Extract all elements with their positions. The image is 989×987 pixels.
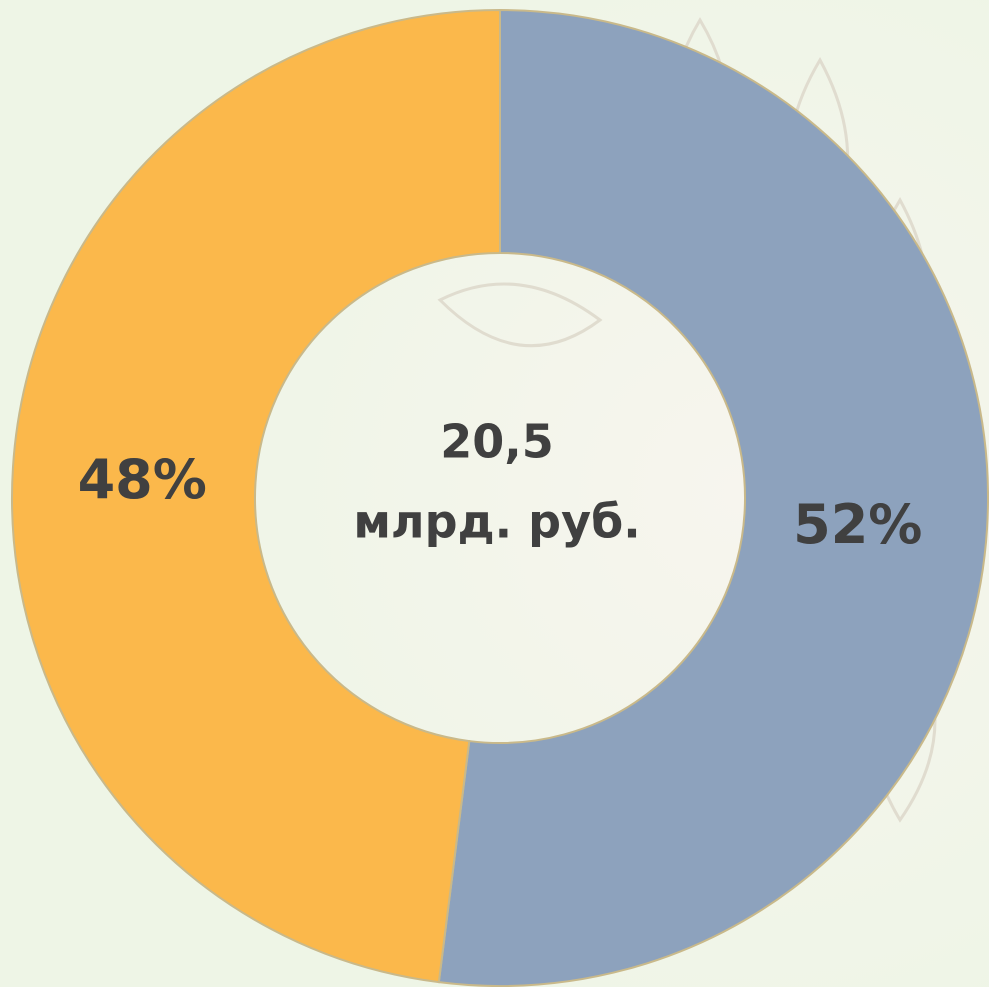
center-value: 20,5 <box>440 415 554 469</box>
data-label: 48% <box>78 448 207 511</box>
page: 20,5 млрд. руб. 52%48% (() => { const da… <box>0 0 989 987</box>
center-unit: млрд. руб. <box>353 495 640 549</box>
data-label: 52% <box>793 493 922 556</box>
chart: 20,5 млрд. руб. 52% 48% <box>0 0 989 987</box>
